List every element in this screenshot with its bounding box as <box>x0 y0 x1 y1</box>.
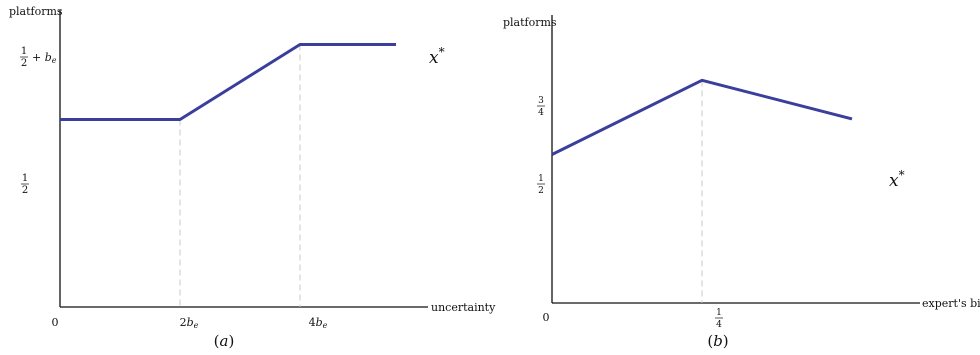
chart-b-ylabel: platforms <box>503 16 557 29</box>
chart-b: platforms expert's bias 0 1 2 3 4 1 4 x*… <box>503 15 980 350</box>
chart-a-ytick-1-2-plus-be: 1 2 + be <box>20 46 57 69</box>
svg-text:2: 2 <box>22 185 28 196</box>
svg-text:+ be: + be <box>32 51 57 65</box>
svg-text:1: 1 <box>22 173 28 184</box>
chart-b-panel-label: (b) <box>707 332 728 350</box>
chart-b-ytick-1-2: 1 2 <box>537 174 545 196</box>
svg-text:1: 1 <box>21 46 27 57</box>
chart-a-series-label: x* <box>429 45 445 68</box>
chart-b-series-label: x* <box>889 168 905 191</box>
chart-a-xtick-2be: 2be <box>180 316 199 330</box>
svg-text:4: 4 <box>716 320 722 330</box>
chart-a-xtick-4be: 4be <box>309 316 328 330</box>
chart-b-series-x-star <box>551 78 853 156</box>
chart-b-origin-label: 0 <box>543 311 550 324</box>
chart-a-ylabel: platforms <box>9 5 63 18</box>
chart-a: platforms uncertainty 0 1 2 1 2 + be 2be… <box>9 5 496 350</box>
svg-text:1: 1 <box>716 308 722 318</box>
chart-b-xtick-1-4: 1 4 <box>715 308 723 330</box>
svg-text:1: 1 <box>538 174 544 184</box>
svg-text:2: 2 <box>538 186 544 196</box>
svg-text:2: 2 <box>21 58 27 69</box>
chart-b-xlabel: expert's bias <box>922 297 980 310</box>
chart-a-panel-label: (a) <box>214 332 235 350</box>
svg-text:4: 4 <box>538 108 544 118</box>
chart-a-series-x-star <box>60 43 396 121</box>
chart-a-xlabel: uncertainty <box>431 301 496 314</box>
chart-b-ytick-3-4: 3 4 <box>537 96 545 118</box>
svg-text:3: 3 <box>538 96 544 106</box>
chart-a-ytick-1-2: 1 2 <box>21 173 29 196</box>
chart-a-origin-label: 0 <box>52 316 59 329</box>
